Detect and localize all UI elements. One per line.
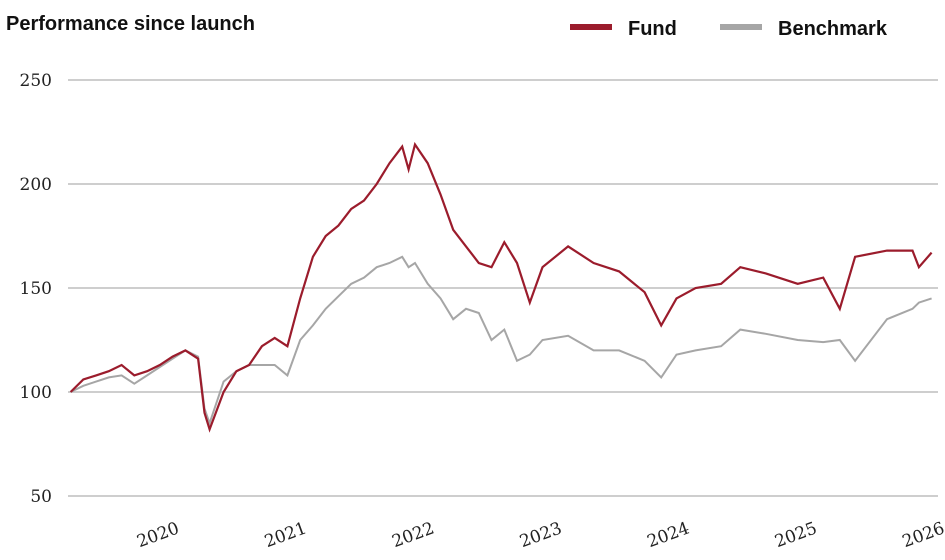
y-tick-label: 250	[20, 71, 52, 91]
x-tick-label: 2022	[390, 519, 437, 553]
y-tick-label: 200	[20, 175, 52, 195]
x-tick-label: 2023	[517, 519, 564, 553]
legend-label: Benchmark	[778, 18, 888, 40]
chart-title: Performance since launch	[6, 13, 255, 35]
y-tick-label: 100	[20, 383, 52, 403]
y-tick-label: 50	[30, 487, 52, 507]
x-tick-label: 2020	[134, 519, 181, 553]
x-tick-label: 2025	[772, 519, 819, 553]
x-tick-label: 2026	[900, 519, 945, 553]
x-tick-label: 2024	[645, 519, 692, 553]
x-tick-label: 2021	[262, 519, 309, 553]
y-tick-label: 150	[20, 279, 52, 299]
series-line	[69, 141, 933, 433]
legend-label: Fund	[628, 18, 677, 40]
